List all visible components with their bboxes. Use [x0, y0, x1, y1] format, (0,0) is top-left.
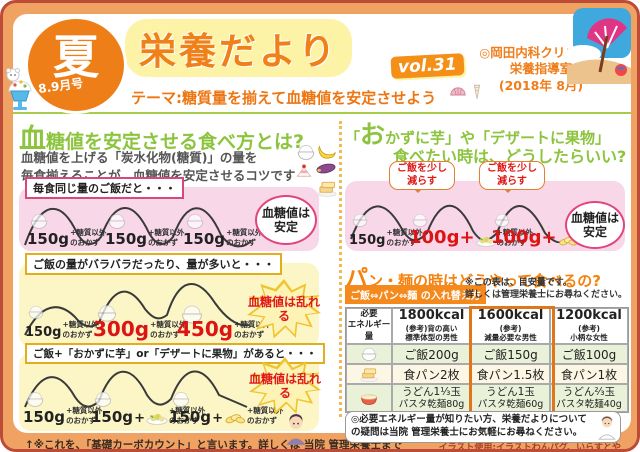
- unstable-result-burst: 血糖値は乱れる: [247, 279, 321, 341]
- table-note-line1: ※この表は、目安量です。: [465, 278, 572, 288]
- nutritionist-icon: [596, 414, 618, 440]
- fruit-icon: [224, 411, 246, 425]
- sweet-potato-icon: [315, 162, 337, 175]
- bread-row-icon-cell: [346, 364, 392, 384]
- same-amount-box: 毎食同じ量のご飯だと・・・ 150g +糖質以外のおかず 150g +糖質以外のおか…: [19, 177, 319, 251]
- swap-rice-box: ご飯を少し減らす ご飯を少し減らす 150g +糖質以外のおかず 100g+ +糖質…: [345, 161, 625, 251]
- potato-dish-icon: [146, 412, 168, 425]
- unstable-wave-line: [24, 283, 250, 336]
- intro-text: 血糖値を上げる「炭水化物(糖質)」の量を 毎食揃えることが、血糖値を安定させるコ…: [21, 149, 295, 185]
- table-note: ※この表は、目安量です。 詳しくは管理栄養士にお尋ねください。: [465, 277, 631, 301]
- clinic-dept: 栄養指導室: [509, 61, 573, 77]
- right-column: 「おかずに芋」や「デザートに果物」 食べたい時は、どうしたらいい? ご飯を少し減…: [345, 117, 631, 447]
- left-section-title: 血糖値を安定させる食べ方とは?: [19, 124, 305, 155]
- volume-label: vol.31: [390, 53, 465, 79]
- meal-point: 100g++糖質以外のおかず: [409, 228, 539, 247]
- rice-bowl-icon: [93, 390, 113, 408]
- rice-cell: ご飯200g: [392, 344, 471, 364]
- rice-bowl-icon: [411, 212, 429, 228]
- carb-count-footnote: ↑※これを、「基礎カーボカウント」と言います。詳しくは 当院 管理栄養士まで: [25, 439, 403, 451]
- meal-point: 150g +糖質以外のおかず: [183, 228, 268, 247]
- spiral-shell-icon: [471, 83, 483, 101]
- stable-wave-line: [24, 207, 252, 248]
- meal-point: 150g + +糖質以外のおかず: [169, 406, 289, 425]
- noodle-cell: うどん⅔玉 パスタ乾麺40g: [550, 384, 628, 412]
- rice-bowl-icon: [493, 212, 511, 228]
- rice-bowl-icon: [351, 212, 369, 228]
- shell-icons: [449, 83, 483, 101]
- column-divider: [339, 121, 342, 417]
- info-box: ◎必要エネルギー量が知りたい方、栄養だよりについての疑問は当院 管理栄養士にお気…: [345, 411, 621, 443]
- season-label: 夏: [53, 30, 99, 84]
- unstable-wave-line: [24, 370, 248, 408]
- header-1800: 1800kcal (参考)背の高い 標準体型の男性: [392, 308, 471, 344]
- cake-icon: [294, 162, 314, 179]
- irregular-amount-box: ご飯の量がバラバラだったり、量が多いと・・・ 150g +糖質以外のおかず 300…: [19, 253, 321, 347]
- scallop-shell-icon: [449, 83, 467, 98]
- stable-result-badge: 血糖値は安定: [565, 201, 625, 249]
- meal-point: 300g +糖質以外のおかず: [93, 319, 192, 339]
- newsletter-title: 栄養だより: [125, 19, 353, 77]
- meal-point: 450g +糖質以外のおかず: [177, 319, 276, 339]
- extra-carbs-box: ご飯+「おかずに芋」or「デザートに果物」があると・・・ 150g +糖質以外のお…: [19, 343, 325, 431]
- clinic-date: (2018年 8月): [498, 77, 584, 93]
- reduce-rice-bubble: ご飯を少し減らす: [389, 161, 455, 193]
- toast-icon: [360, 367, 378, 382]
- stable-result-badge: 血糖値は安定: [255, 195, 317, 245]
- season-badge: 夏 8.9月号: [25, 16, 127, 114]
- table-note-line2: 詳しくは管理栄養士にお尋ねください。: [465, 290, 628, 301]
- rice-bowl-icon: [296, 143, 316, 161]
- extra-carbs-heading: ご飯+「おかずに芋」or「デザートに果物」があると・・・: [25, 343, 325, 364]
- meal-point: 150g +糖質以外のおかず: [105, 228, 190, 247]
- rice-bowl-icon: [107, 212, 127, 230]
- noodle-cell: うどん1玉 パスタ乾麺60g: [471, 384, 550, 412]
- meal-point: 150g + +糖質以外のおかず: [91, 406, 211, 425]
- header-energy: 必要 エネルギー量: [346, 308, 392, 344]
- rice-row-icon-cell: [346, 344, 392, 364]
- bread-cell: 食パン2枚: [392, 364, 471, 384]
- reduce-rice-bubble: ご飯を少し減らす: [479, 161, 545, 193]
- bread-cell: 食パン1.5枚: [471, 364, 550, 384]
- udon-bowl-icon: [360, 391, 378, 406]
- rice-bowl-icon: [29, 212, 49, 230]
- header-1600: 1600kcal (参考) 減量必要な男性: [471, 308, 550, 344]
- shaved-ice-bear-icon: [6, 68, 32, 110]
- noodle-cell: うどん1⅓玉 パスタ乾麺80g: [392, 384, 471, 412]
- illustration-credit: イラスト使用:イラストわんパグ、いらすとや: [438, 443, 621, 452]
- rice-bowl-icon: [171, 390, 191, 408]
- noodle-row-icon-cell: [346, 384, 392, 412]
- question-title: 「おかずに芋」や「デザートに果物」: [345, 120, 611, 149]
- meal-point: 150g +糖質以外のおかず: [23, 406, 108, 425]
- rice-bowl-icon: [27, 304, 45, 320]
- meal-point: 150g +糖質以外のおかず: [349, 228, 428, 247]
- swap-method-label: ご飯⇔パン⇔麺 の入れ替え方: [345, 285, 486, 304]
- question-title-line2: 食べたい時は、どうしたらいい?: [393, 147, 627, 166]
- toast-icon: [317, 180, 337, 197]
- bread-cell: 食パン1枚: [550, 364, 628, 384]
- header-divider: [13, 112, 631, 114]
- stable-wave-line: [350, 204, 576, 243]
- beach-umbrella-icon: [565, 8, 631, 84]
- exchange-table: 必要 エネルギー量 1800kcal (参考)背の高い 標準体型の男性 1600kca…: [345, 307, 629, 413]
- theme-line: テーマ:糖質量を揃えて血糖値を安定させよう: [131, 89, 437, 107]
- rice-cell: ご飯150g: [471, 344, 550, 364]
- header-1200: 1200kcal (参考) 小柄な女性: [550, 308, 628, 344]
- worried-woman-icon: [283, 413, 309, 447]
- rice-bowl-icon: [185, 212, 205, 230]
- meal-point: 150g +糖質以外のおかず: [25, 320, 104, 339]
- rice-bowl-icon: [25, 390, 45, 408]
- same-amount-heading: 毎食同じ量のご飯だと・・・: [25, 177, 184, 199]
- rice-cell: ご飯100g: [550, 344, 628, 364]
- banana-icon: [317, 143, 337, 160]
- left-column: 血糖値を安定させる食べ方とは? 血糖値を上げる「炭水化物(糖質)」の量を 毎食揃…: [19, 117, 337, 439]
- irregular-heading: ご飯の量がバラバラだったり、量が多いと・・・: [25, 253, 283, 275]
- unstable-result-burst: 血糖値は乱れる: [249, 357, 321, 417]
- intro-line1: 血糖値を上げる「炭水化物(糖質)」の量を: [21, 150, 258, 165]
- meal-point: 150g +糖質以外のおかず: [27, 228, 112, 247]
- rice-bowl-icon: [360, 346, 378, 362]
